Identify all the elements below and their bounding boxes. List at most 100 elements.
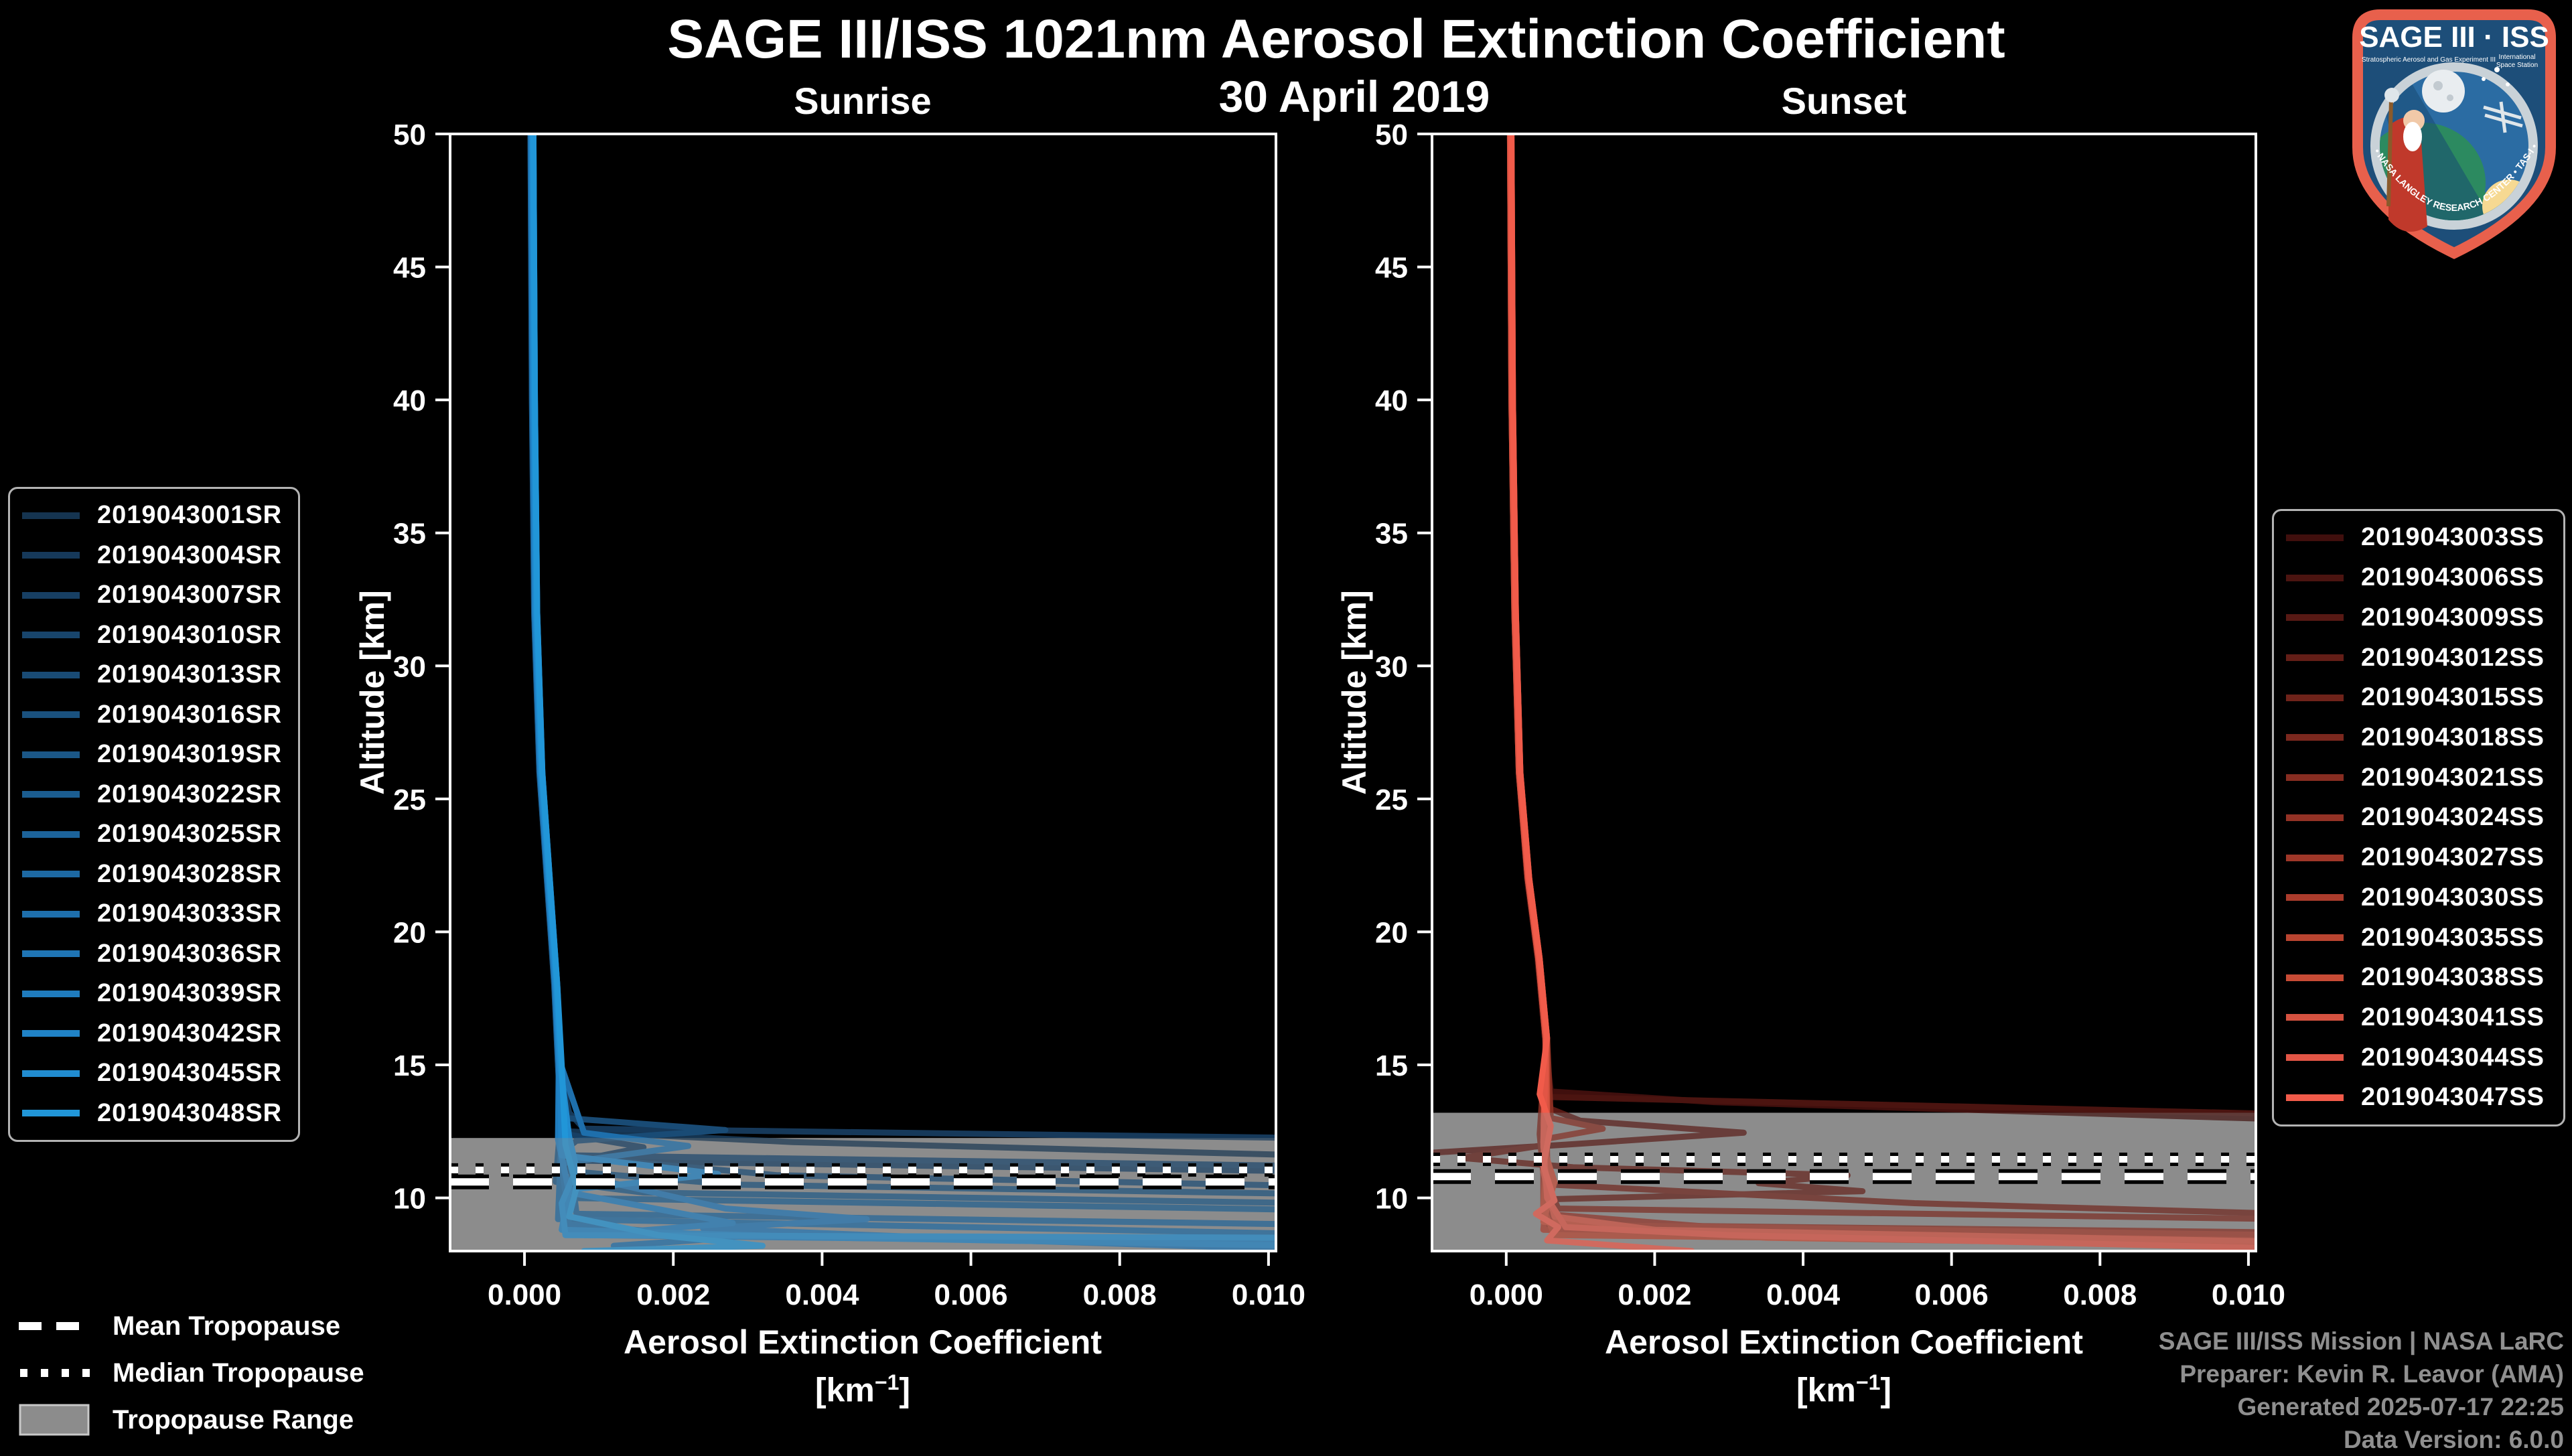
x-tick-label: 0.000	[1470, 1279, 1543, 1311]
legend-line-swatch	[22, 830, 80, 838]
legend-line-swatch	[22, 910, 80, 918]
legend-event-label: 2019043041SS	[2361, 1003, 2545, 1031]
tropopause-range-label: Tropopause Range	[113, 1404, 354, 1435]
legend-event-label: 2019043030SS	[2361, 883, 2545, 912]
x-tick-label: 0.008	[2063, 1279, 2137, 1311]
legend-event-label: 2019043016SR	[97, 700, 283, 729]
legend-line-swatch	[22, 751, 80, 758]
legend-item: 2019043035SS	[2286, 918, 2551, 957]
y-tick-label: 50	[1375, 119, 1408, 151]
sunset-x-axis-unit: [km−1]	[1796, 1370, 1892, 1409]
legend-line-swatch	[2286, 894, 2344, 901]
y-tick-label: 40	[393, 384, 426, 417]
attribution: SAGE III/ISS Mission | NASA LaRC Prepare…	[2159, 1325, 2564, 1456]
profile-line	[1508, 134, 2256, 1222]
legend-item: 2019043012SS	[2286, 638, 2551, 677]
legend-event-label: 2019043010SR	[97, 620, 283, 649]
tropopause-range-swatch-icon	[19, 1404, 90, 1436]
sunrise-legend: 2019043001SR 2019043004SR 2019043007SR 2019…	[8, 487, 300, 1142]
x-tick-label: 0.000	[488, 1279, 561, 1311]
x-tick-label: 0.002	[636, 1279, 710, 1311]
y-tick-label: 10	[1375, 1183, 1408, 1216]
x-tick-label: 0.002	[1618, 1279, 1691, 1311]
logo-moon-crater2	[2447, 94, 2453, 101]
legend-item: 2019043044SS	[2286, 1038, 2551, 1077]
legend-event-label: 2019043018SS	[2361, 723, 2545, 751]
legend-item: 2019043021SS	[2286, 758, 2551, 797]
x-tick-label: 0.006	[1915, 1279, 1989, 1311]
legend-item: 2019043013SR	[22, 656, 286, 695]
profile-line	[1506, 134, 2256, 1244]
legend-item: 2019043024SS	[2286, 798, 2551, 837]
legend-item: 2019043016SR	[22, 695, 286, 734]
legend-item: 2019043027SS	[2286, 839, 2551, 877]
sunset-panel-title: Sunset	[1781, 80, 1907, 122]
legend-event-label: 2019043012SS	[2361, 643, 2545, 672]
sunrise-panel-title: Sunrise	[794, 80, 932, 122]
legend-event-label: 2019043042SR	[97, 1019, 283, 1047]
logo-subtitle-right1: International	[2498, 54, 2535, 61]
legend-line-swatch	[22, 591, 80, 599]
legend-item: 2019043003SS	[2286, 518, 2551, 557]
profile-line	[1508, 134, 2256, 1243]
profile-line	[1508, 134, 2256, 1240]
legend-event-label: 2019043045SR	[97, 1059, 283, 1088]
x-tick-label: 0.004	[1766, 1279, 1841, 1311]
legend-event-label: 2019043033SR	[97, 899, 283, 928]
y-tick-label: 30	[393, 650, 426, 683]
legend-line-swatch	[22, 671, 80, 678]
legend-line-swatch	[22, 871, 80, 878]
legend-item: 2019043001SR	[22, 496, 286, 535]
sunset-legend: 2019043003SS 2019043006SS 2019043009SS 2019…	[2272, 509, 2565, 1126]
y-tick-label: 25	[1375, 784, 1408, 816]
legend-line-swatch	[2286, 734, 2344, 741]
legend-line-swatch	[22, 791, 80, 798]
legend-item: 2019043033SR	[22, 895, 286, 934]
y-tick-label: 15	[1375, 1049, 1408, 1082]
legend-item: 2019043019SR	[22, 735, 286, 774]
mean-tropopause-dash-icon	[19, 1322, 90, 1330]
page-title: SAGE III/ISS 1021nm Aerosol Extinction C…	[667, 9, 2005, 70]
legend-event-label: 2019043038SS	[2361, 963, 2545, 992]
x-tick-label: 0.010	[1232, 1279, 1305, 1311]
attribution-mission: SAGE III/ISS Mission | NASA LaRC	[2158, 1327, 2564, 1355]
legend-item: 2019043041SS	[2286, 998, 2551, 1037]
legend-line-swatch	[2286, 574, 2344, 581]
legend-item: 2019043042SR	[22, 1014, 286, 1053]
sunset-y-axis-label: Altitude [km]	[1336, 590, 1373, 795]
y-tick-label: 45	[1375, 252, 1408, 285]
legend-event-label: 2019043019SR	[97, 740, 283, 769]
y-tick-label: 25	[393, 784, 426, 816]
legend-item: 2019043039SR	[22, 974, 286, 1013]
attribution-data-version: Data Version: 6.0.0	[2343, 1426, 2564, 1453]
legend-event-label: 2019043022SR	[97, 780, 283, 808]
profile-line	[1506, 134, 2256, 1216]
legend-item: 2019043009SS	[2286, 598, 2551, 637]
legend-item: 2019043018SS	[2286, 718, 2551, 757]
date-subtitle: 30 April 2019	[1218, 72, 1490, 121]
legend-event-label: 2019043036SR	[97, 939, 283, 968]
legend-line-swatch	[22, 1030, 80, 1037]
logo-title: SAGE III · ISS	[2359, 21, 2549, 54]
legend-event-label: 2019043003SS	[2361, 523, 2545, 552]
legend-item: 2019043015SS	[2286, 678, 2551, 717]
logo-subtitle-right2: Space Station	[2496, 62, 2538, 69]
sunrise-x-axis-label: Aerosol Extinction Coefficient	[624, 1323, 1102, 1361]
y-tick-label: 30	[1375, 650, 1408, 683]
legend-event-label: 2019043007SR	[97, 581, 283, 609]
logo-moon-crater	[2433, 81, 2443, 90]
legend-line-swatch	[2286, 974, 2344, 981]
legend-line-swatch	[22, 512, 80, 519]
tropopause-range-legend-item: Tropopause Range	[19, 1401, 364, 1439]
y-tick-label: 10	[393, 1183, 426, 1216]
legend-item: 2019043047SS	[2286, 1078, 2551, 1117]
x-tick-label: 0.010	[2212, 1279, 2285, 1311]
profile-line	[530, 134, 766, 1251]
median-tropopause-legend-item: Median Tropopause	[19, 1354, 364, 1392]
legend-item: 2019043048SR	[22, 1094, 286, 1133]
logo-stars	[2482, 67, 2510, 86]
legend-event-label: 2019043028SR	[97, 859, 283, 888]
sage-iii-iss-logo: SAGE III · ISS Stratospheric Aerosol and…	[2342, 5, 2556, 259]
legend-line-swatch	[2286, 534, 2344, 541]
x-tick-label: 0.006	[934, 1279, 1008, 1311]
